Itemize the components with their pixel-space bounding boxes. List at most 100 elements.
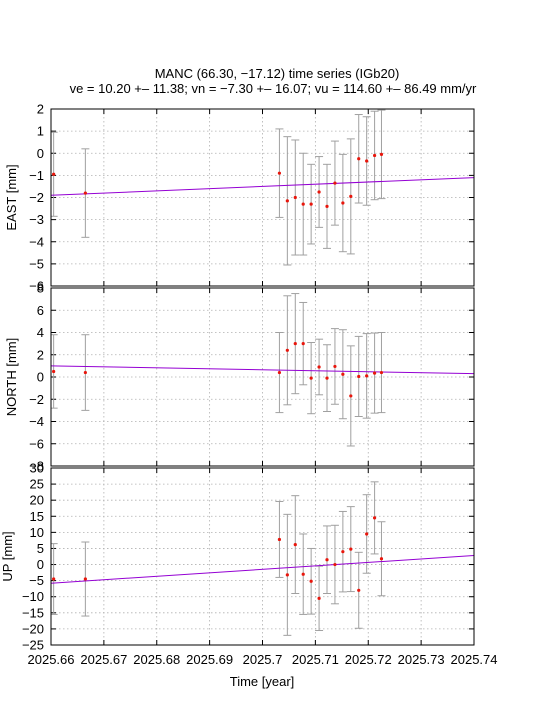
x-tick-label: 2025.74 bbox=[451, 652, 498, 667]
y-tick-label: −3 bbox=[29, 212, 44, 227]
data-point bbox=[285, 199, 289, 203]
y-tick-label: 30 bbox=[30, 461, 44, 476]
panel-frame bbox=[50, 467, 475, 646]
panel-data bbox=[51, 293, 474, 447]
y-tick-label: −4 bbox=[29, 234, 44, 249]
data-point bbox=[341, 372, 345, 376]
x-tick-label: 2025.73 bbox=[398, 652, 445, 667]
x-tick-label: 2025.66 bbox=[28, 652, 75, 667]
x-tick-label: 2025.71 bbox=[292, 652, 339, 667]
data-point bbox=[325, 204, 329, 208]
data-point bbox=[365, 159, 369, 163]
y-tick-label: −20 bbox=[22, 621, 44, 636]
y-tick-label: 0 bbox=[37, 370, 44, 385]
data-point bbox=[357, 588, 361, 592]
chart-title: MANC (66.30, −17.12) time series (IGb20) bbox=[155, 66, 400, 81]
data-point bbox=[285, 348, 289, 352]
y-tick-label: 5 bbox=[37, 541, 44, 556]
data-point bbox=[333, 562, 337, 567]
y-tick-label: 15 bbox=[30, 509, 44, 524]
panel-frame bbox=[50, 108, 475, 287]
data-point bbox=[349, 194, 353, 198]
y-axis-title: NORTH [mm] bbox=[4, 338, 19, 416]
data-point bbox=[301, 202, 305, 206]
data-point bbox=[325, 376, 329, 380]
data-point bbox=[333, 364, 337, 369]
data-point bbox=[379, 557, 384, 561]
y-tick-label: −4 bbox=[29, 414, 44, 429]
y-tick-label: 6 bbox=[37, 303, 44, 318]
y-tick-label: −5 bbox=[29, 256, 44, 271]
data-point bbox=[357, 374, 361, 379]
y-tick-label: −15 bbox=[22, 605, 44, 620]
panel-2: 8 6 4 2 0 −2 −4 −6 −8 NORTH [mm] bbox=[4, 281, 475, 474]
y-tick-label: −10 bbox=[22, 589, 44, 604]
x-tick-label: 2025.69 bbox=[186, 652, 233, 667]
data-point bbox=[83, 577, 87, 581]
data-point bbox=[349, 547, 353, 551]
data-point bbox=[365, 374, 369, 378]
trend-line bbox=[51, 177, 474, 196]
data-point bbox=[379, 152, 384, 156]
panel-data bbox=[51, 481, 474, 636]
y-axis-title: UP [mm] bbox=[0, 531, 15, 581]
y-tick-label: −5 bbox=[29, 573, 44, 588]
data-point bbox=[83, 370, 87, 375]
x-axis-title: Time [year] bbox=[230, 674, 295, 689]
data-point bbox=[293, 195, 297, 200]
y-tick-label: −2 bbox=[29, 190, 44, 205]
panel-data bbox=[51, 109, 474, 266]
x-tick-label: 2025.67 bbox=[80, 652, 127, 667]
data-point bbox=[293, 542, 297, 547]
data-point bbox=[277, 171, 282, 175]
data-point bbox=[83, 191, 87, 195]
data-point bbox=[52, 369, 56, 374]
data-point bbox=[372, 516, 377, 520]
y-tick-label: −1 bbox=[29, 168, 44, 183]
y-tick-label: −25 bbox=[22, 638, 44, 653]
data-point bbox=[357, 157, 361, 161]
data-point bbox=[317, 596, 321, 600]
data-point bbox=[301, 572, 305, 576]
data-point bbox=[372, 371, 377, 375]
y-tick-label: 2 bbox=[37, 102, 44, 117]
x-tick-label: 2025.7 bbox=[243, 652, 283, 667]
y-tick-label: 25 bbox=[30, 477, 44, 492]
panel-frame bbox=[50, 287, 475, 467]
y-tick-label: 0 bbox=[37, 557, 44, 572]
y-tick-label: 8 bbox=[37, 281, 44, 296]
y-tick-label: 2 bbox=[37, 347, 44, 362]
data-point bbox=[365, 532, 369, 536]
x-tick-label: 2025.72 bbox=[345, 652, 392, 667]
data-point bbox=[349, 394, 353, 398]
data-point bbox=[379, 370, 384, 375]
data-point bbox=[293, 342, 297, 346]
panel-1: 2 1 0 −1 −2 −3 −4 −5 −6 EAST [mm] bbox=[4, 102, 475, 294]
data-point bbox=[52, 577, 56, 581]
y-tick-label: 4 bbox=[37, 325, 44, 340]
data-point bbox=[285, 573, 289, 577]
y-tick-label: 1 bbox=[37, 124, 44, 139]
data-point bbox=[372, 153, 377, 158]
data-point bbox=[309, 202, 313, 206]
data-point bbox=[301, 342, 305, 346]
data-point bbox=[277, 537, 282, 542]
trend-line bbox=[51, 365, 474, 375]
y-tick-label: −6 bbox=[29, 279, 44, 294]
data-point bbox=[277, 370, 282, 375]
y-tick-label: −8 bbox=[29, 459, 44, 474]
data-point bbox=[309, 376, 313, 380]
y-tick-label: 10 bbox=[30, 525, 44, 540]
x-tick-label: 2025.68 bbox=[133, 652, 180, 667]
data-point bbox=[317, 365, 321, 369]
data-point bbox=[309, 579, 313, 583]
y-tick-label: −6 bbox=[29, 436, 44, 451]
data-point bbox=[317, 190, 321, 194]
y-axis-title: EAST [mm] bbox=[4, 164, 19, 230]
data-point bbox=[341, 550, 345, 554]
chart-subtitle: ve = 10.20 +– 11.38; vn = −7.30 +– 16.07… bbox=[70, 81, 477, 96]
data-point bbox=[341, 201, 345, 205]
y-tick-label: 0 bbox=[37, 146, 44, 161]
